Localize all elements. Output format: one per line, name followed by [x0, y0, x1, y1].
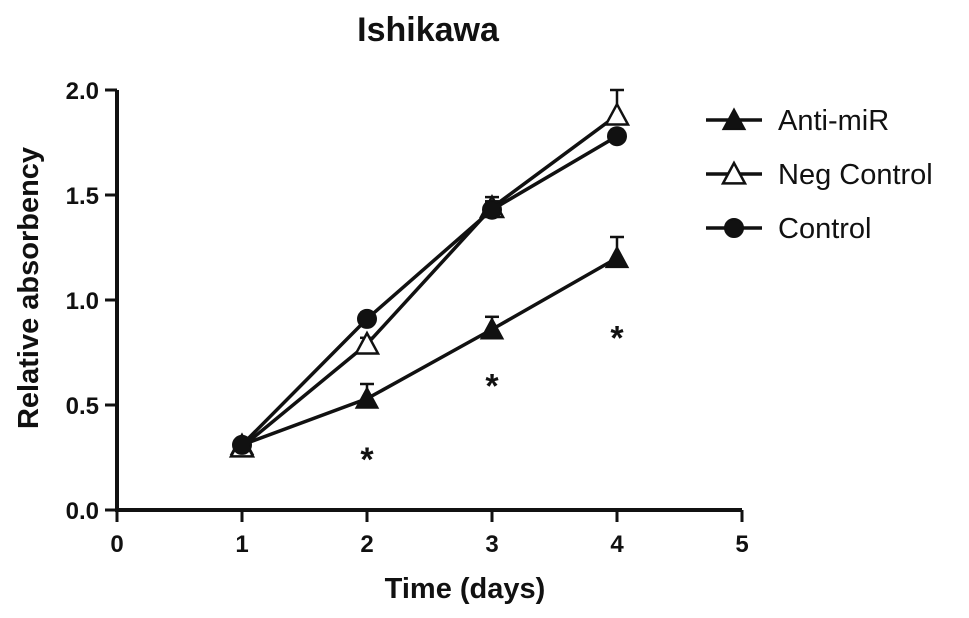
y-ticks: 0.0 0.5 1.0 1.5 2.0 [66, 78, 117, 525]
significance-marker: * [485, 368, 499, 406]
y-tick-label: 0.0 [66, 498, 99, 525]
series-line-neg-control [240, 113, 619, 449]
x-tick-label: 2 [360, 531, 373, 558]
series-line-anti-mir [241, 256, 618, 447]
y-tick-label: 1.5 [66, 183, 99, 210]
x-tick-label: 0 [110, 531, 123, 558]
legend-marker-neg-control [720, 160, 748, 185]
x-tick-label: 3 [485, 531, 498, 558]
data-point-neg-control [603, 101, 631, 126]
y-tick-label: 2.0 [66, 78, 99, 105]
legend-marker-anti-mir [721, 107, 747, 131]
legend-label-anti-mir: Anti-miR [778, 105, 889, 137]
x-axis-label: Time (days) [385, 573, 546, 605]
legend-marker-control [724, 218, 744, 238]
x-tick-label: 5 [735, 531, 748, 558]
data-point-control [607, 126, 627, 147]
significance-marker: * [360, 441, 374, 479]
data-point-anti-mir [354, 386, 380, 409]
data-point-neg-control [353, 330, 381, 355]
series-line-control [240, 134, 618, 447]
legend-label-neg-control: Neg Control [778, 159, 933, 191]
legend: Anti-miR Neg Control Control [706, 105, 933, 245]
y-tick-label: 0.5 [66, 393, 99, 420]
data-point-anti-mir [479, 316, 505, 340]
x-ticks: 0 1 2 3 4 5 [110, 510, 749, 558]
x-tick-label: 1 [235, 531, 248, 558]
significance-marker: * [610, 319, 624, 357]
series-layer [228, 88, 631, 458]
y-tick-label: 1.0 [66, 288, 99, 315]
legend-label-control: Control [778, 213, 872, 245]
data-point-control [232, 434, 252, 455]
x-tick-label: 4 [610, 531, 624, 558]
data-point-control [357, 308, 377, 329]
chart-title: Ishikawa [357, 11, 500, 49]
annotations: * * * [360, 319, 624, 479]
y-axis-label: Relative absorbency [13, 147, 45, 429]
data-point-control [482, 199, 502, 220]
data-point-anti-mir [604, 245, 630, 269]
